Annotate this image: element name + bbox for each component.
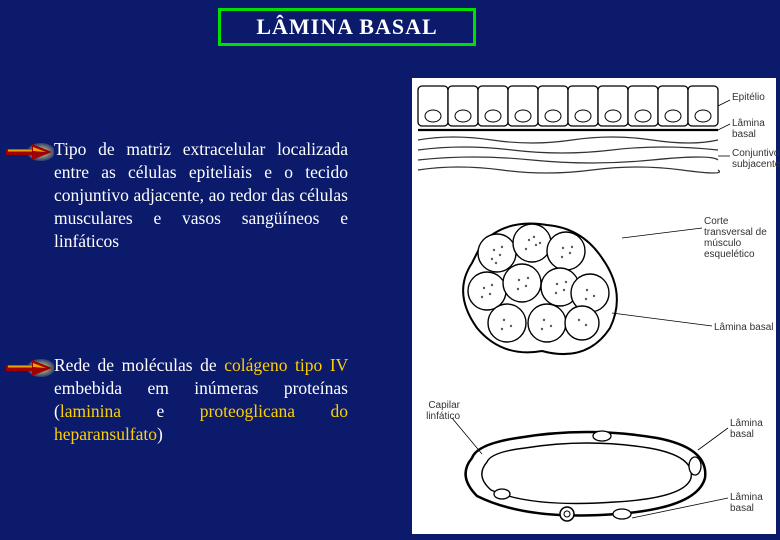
label-lamina-basal-bot2: Lâmina basal (730, 492, 774, 514)
label-conjuntivo: Conjuntivo subjacente (732, 148, 776, 170)
epithelium-cells (418, 86, 718, 126)
p2-hl1: colágeno tipo IV (224, 355, 348, 375)
p2-post: ) (157, 424, 163, 444)
lymphatic-capillary (466, 431, 706, 521)
label-capilar: Capilar linfático (416, 400, 460, 422)
label-lamina-basal-bot: Lâmina basal (730, 418, 774, 440)
label-corte-musculo: Corte transversal de músculo esquelético (704, 216, 774, 260)
label-lamina-basal-top: Lâmina basal (732, 118, 774, 140)
p2-mid2: e (121, 401, 200, 421)
paragraph-1: Tipo de matriz extracelular localizada e… (54, 138, 348, 253)
p2-pre: Rede de moléculas de (54, 355, 224, 375)
paragraph-2: Rede de moléculas de colágeno tipo IV em… (54, 354, 348, 446)
bullet-arrow-icon (6, 142, 54, 162)
label-epitelio: Epitélio (732, 92, 765, 103)
histology-figure: Epitélio Lâmina basal Conjuntivo subjace… (412, 78, 776, 534)
bullet-arrow-icon (6, 358, 54, 378)
muscle-bundle (463, 223, 617, 354)
title-box: LÂMINA BASAL (218, 8, 476, 46)
slide-title: LÂMINA BASAL (256, 14, 437, 40)
label-lamina-basal-mid: Lâmina basal (714, 322, 774, 333)
p2-hl2: laminina (60, 401, 121, 421)
